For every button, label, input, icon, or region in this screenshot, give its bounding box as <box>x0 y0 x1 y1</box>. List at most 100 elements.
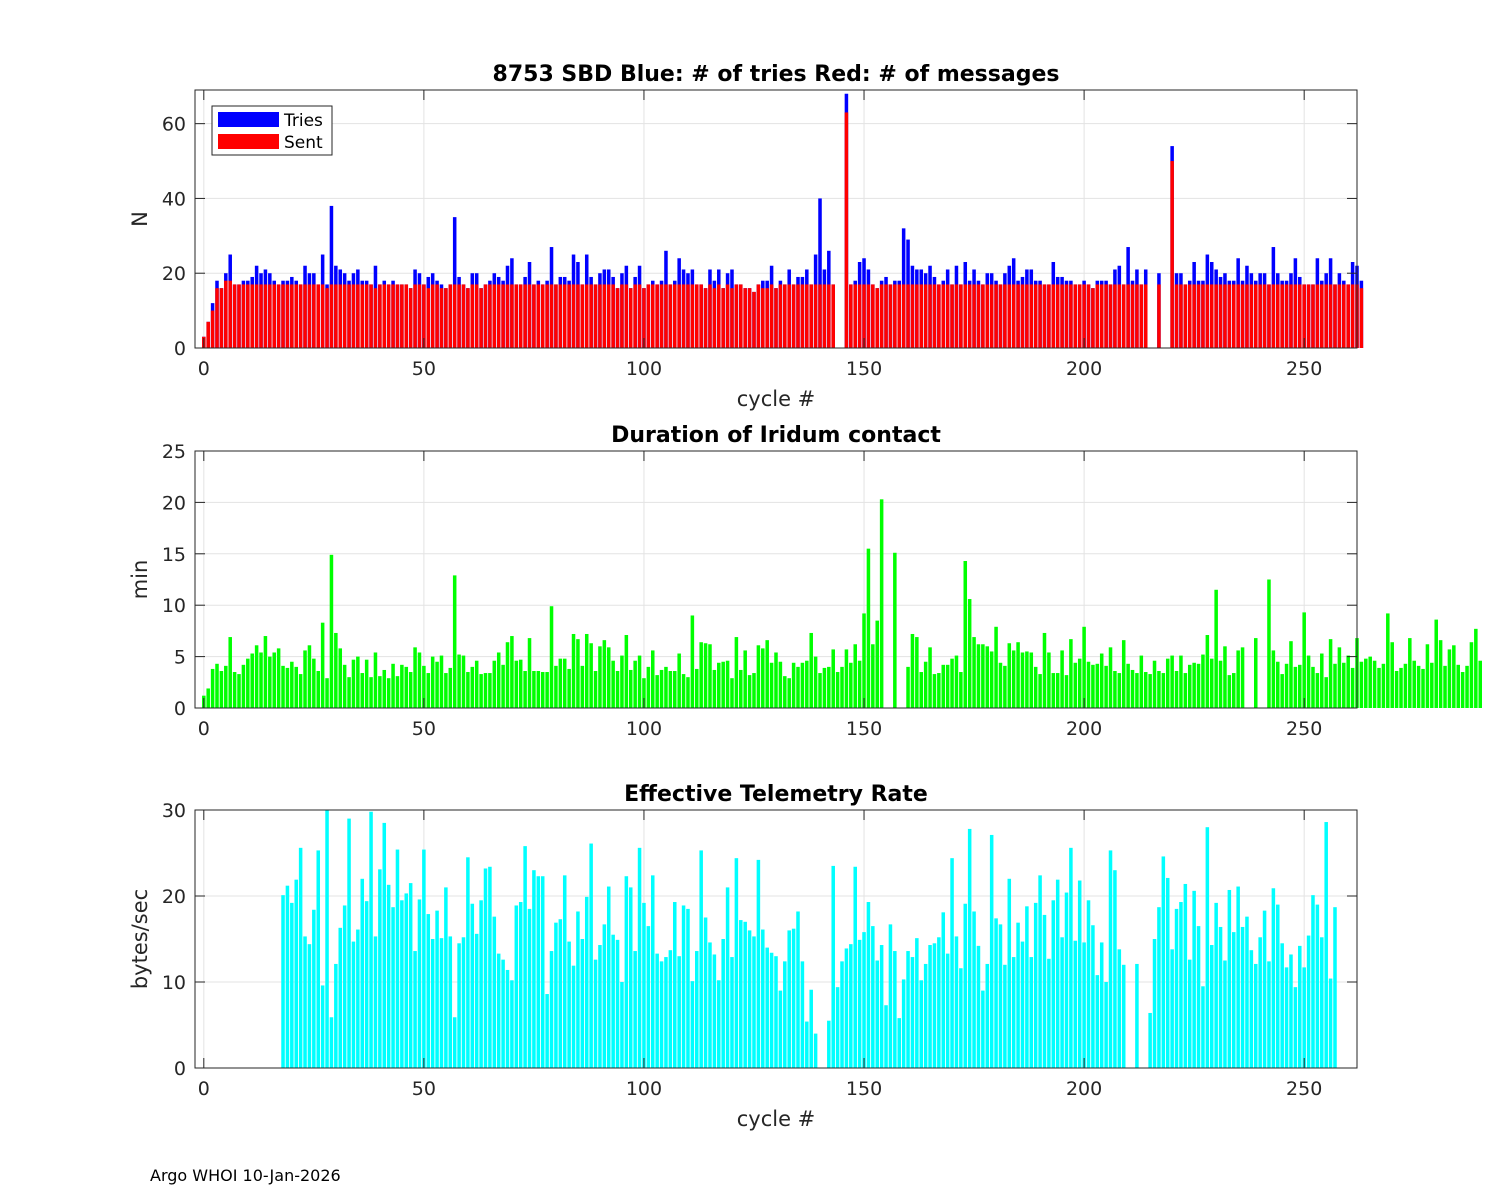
bar-rate <box>316 850 321 1068</box>
bar-sent <box>827 284 831 348</box>
bar-rate <box>893 951 897 1068</box>
bar-duration <box>510 636 514 708</box>
bar-sent <box>342 284 347 348</box>
bar-rate <box>813 1033 818 1068</box>
bar-duration <box>1029 652 1034 708</box>
bar-rate <box>919 980 924 1068</box>
bar-rate <box>1227 889 1232 1068</box>
bar-rate <box>1060 937 1064 1068</box>
bar-sent <box>813 284 818 348</box>
footer-label: Argo WHOI 10-Jan-2026 <box>150 1166 341 1185</box>
bar-rate <box>1165 877 1170 1068</box>
bar-duration <box>879 499 884 708</box>
bar-duration <box>1086 661 1091 708</box>
bar-rate <box>1073 940 1078 1068</box>
bar-duration <box>505 642 510 708</box>
bar-duration <box>518 659 523 708</box>
bar-rate <box>615 939 620 1068</box>
bar-sent <box>1205 284 1210 348</box>
bar-sent <box>1033 284 1038 348</box>
bar-rate <box>294 879 298 1068</box>
bar-sent <box>1029 284 1034 348</box>
bar-duration <box>650 650 655 708</box>
bar-rate <box>620 982 624 1068</box>
bar-sent <box>853 284 857 348</box>
bar-duration <box>246 658 250 708</box>
bar-sent <box>717 284 721 348</box>
bar-sent <box>628 288 633 348</box>
bar-sent <box>928 284 932 348</box>
bar-duration <box>1280 674 1284 708</box>
bar-duration <box>1342 662 1346 708</box>
bar-sent <box>686 284 690 348</box>
bar-rate <box>369 811 373 1068</box>
bar-rate <box>1069 847 1073 1068</box>
bar-duration <box>787 678 791 708</box>
bar-sent <box>219 288 224 348</box>
bar-sent <box>1020 284 1025 348</box>
bar-duration <box>496 652 501 708</box>
bar-sent <box>1179 284 1183 348</box>
bar-rate <box>1240 926 1245 1068</box>
bar-duration <box>452 575 457 708</box>
bar-rate <box>862 932 866 1068</box>
bar-tries <box>818 198 822 348</box>
bar-duration <box>514 660 519 708</box>
bar-rate <box>765 947 769 1068</box>
bar-sent <box>972 284 976 348</box>
bar-rate <box>562 875 567 1068</box>
bar-sent <box>646 284 651 348</box>
bar-duration <box>981 644 985 708</box>
bar-duration <box>1047 652 1051 708</box>
bar-sent <box>1143 284 1148 348</box>
bar-duration <box>1165 658 1170 708</box>
bar-duration <box>263 636 268 708</box>
bar-rate <box>1064 892 1069 1068</box>
bar-sent <box>439 288 444 348</box>
bar-duration <box>747 675 752 708</box>
bar-rate <box>351 941 356 1068</box>
y-tick-label: 0 <box>174 698 186 720</box>
bar-duration <box>356 656 360 708</box>
bar-rate <box>998 924 1003 1068</box>
bar-duration <box>1337 647 1342 708</box>
bar-sent <box>668 284 673 348</box>
bar-rate <box>1003 964 1007 1068</box>
x-axis-label: cycle # <box>737 1107 816 1131</box>
bar-rate <box>549 951 554 1068</box>
bar-sent <box>408 288 413 348</box>
bar-sent <box>483 284 488 348</box>
bar-duration <box>1302 612 1306 708</box>
bar-duration <box>813 656 818 708</box>
bar-duration <box>461 655 466 708</box>
bar-sent <box>963 284 968 348</box>
bar-sent <box>1262 284 1267 348</box>
bar-duration <box>1121 640 1126 708</box>
bar-rate <box>589 843 593 1068</box>
bar-rate <box>1077 880 1082 1068</box>
bar-sent <box>756 284 761 348</box>
bar-duration <box>967 599 972 708</box>
bar-sent <box>584 284 589 348</box>
bar-sent <box>831 284 835 348</box>
y-tick-label: 25 <box>162 441 186 463</box>
bar-sent <box>950 284 954 348</box>
bar-duration <box>1443 665 1447 708</box>
bar-rate <box>827 1020 831 1068</box>
bar-rate <box>1099 942 1104 1068</box>
y-tick-label: 15 <box>162 544 186 566</box>
bar-rate <box>761 929 765 1068</box>
bar-duration <box>681 674 686 708</box>
bar-duration <box>1003 665 1007 708</box>
bar-duration <box>488 673 492 708</box>
bar-rate <box>1262 910 1267 1068</box>
bar-sent <box>1218 284 1223 348</box>
bar-sent <box>474 284 479 348</box>
bar-duration <box>923 661 928 708</box>
bar-duration <box>1408 638 1412 708</box>
bar-rate <box>554 922 558 1068</box>
bar-rate <box>853 866 857 1068</box>
x-tick-label: 50 <box>412 358 436 380</box>
bar-sent <box>1042 284 1047 348</box>
bar-rate <box>1201 986 1205 1068</box>
